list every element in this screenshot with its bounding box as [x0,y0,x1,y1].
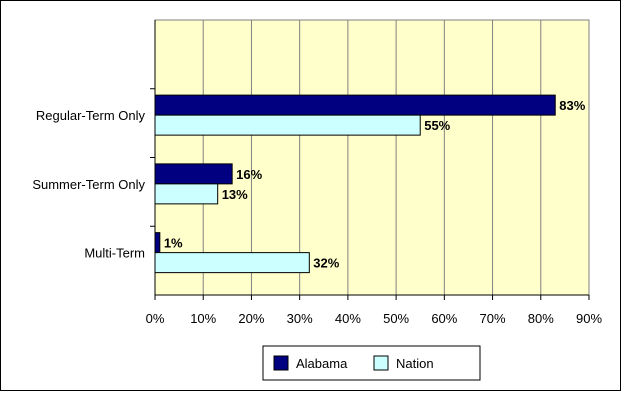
x-tick-label: 50% [383,311,409,326]
category-label: Regular-Term Only [36,108,146,123]
plot-area [154,19,590,296]
x-tick-label: 80% [528,311,554,326]
data-label: 83% [559,98,585,113]
x-tick-label: 90% [576,311,602,326]
category-label: Multi-Term [84,246,145,261]
legend-swatch-alabama [273,355,289,371]
legend-box [262,345,481,381]
bars [154,94,556,274]
data-labels: 83% 55% 16% 13% 1% 32% [164,98,586,271]
data-label: 1% [164,236,183,251]
bar-nation [154,114,421,136]
legend-label-alabama: Alabama [296,356,348,371]
bar-nation [154,252,310,274]
legend-swatch-nation [373,355,389,371]
bar-alabama [154,163,233,185]
legend-label-nation: Nation [396,356,434,371]
x-tick-label: 20% [238,311,264,326]
data-label: 13% [222,187,248,202]
legend: Alabama Nation [262,345,481,381]
x-tick-label: 40% [335,311,361,326]
data-label: 55% [424,118,450,133]
bar-alabama [154,94,556,116]
category-labels: Regular-Term Only Summer-Term Only Multi-T… [32,108,145,261]
x-tick-label: 60% [431,311,457,326]
x-tick-label: 70% [480,311,506,326]
category-label: Summer-Term Only [32,177,145,192]
x-tick-labels: 0% 10% 20% 30% 40% 50% 60% 70% 80% 90% [146,311,603,326]
data-label: 16% [236,167,262,182]
x-tick-label: 0% [146,311,165,326]
data-label: 32% [313,256,339,271]
bar-alabama [154,232,161,254]
bar-nation [154,183,219,205]
gridlines [202,20,590,295]
x-tick-label: 30% [287,311,313,326]
x-tick-label: 10% [190,311,216,326]
